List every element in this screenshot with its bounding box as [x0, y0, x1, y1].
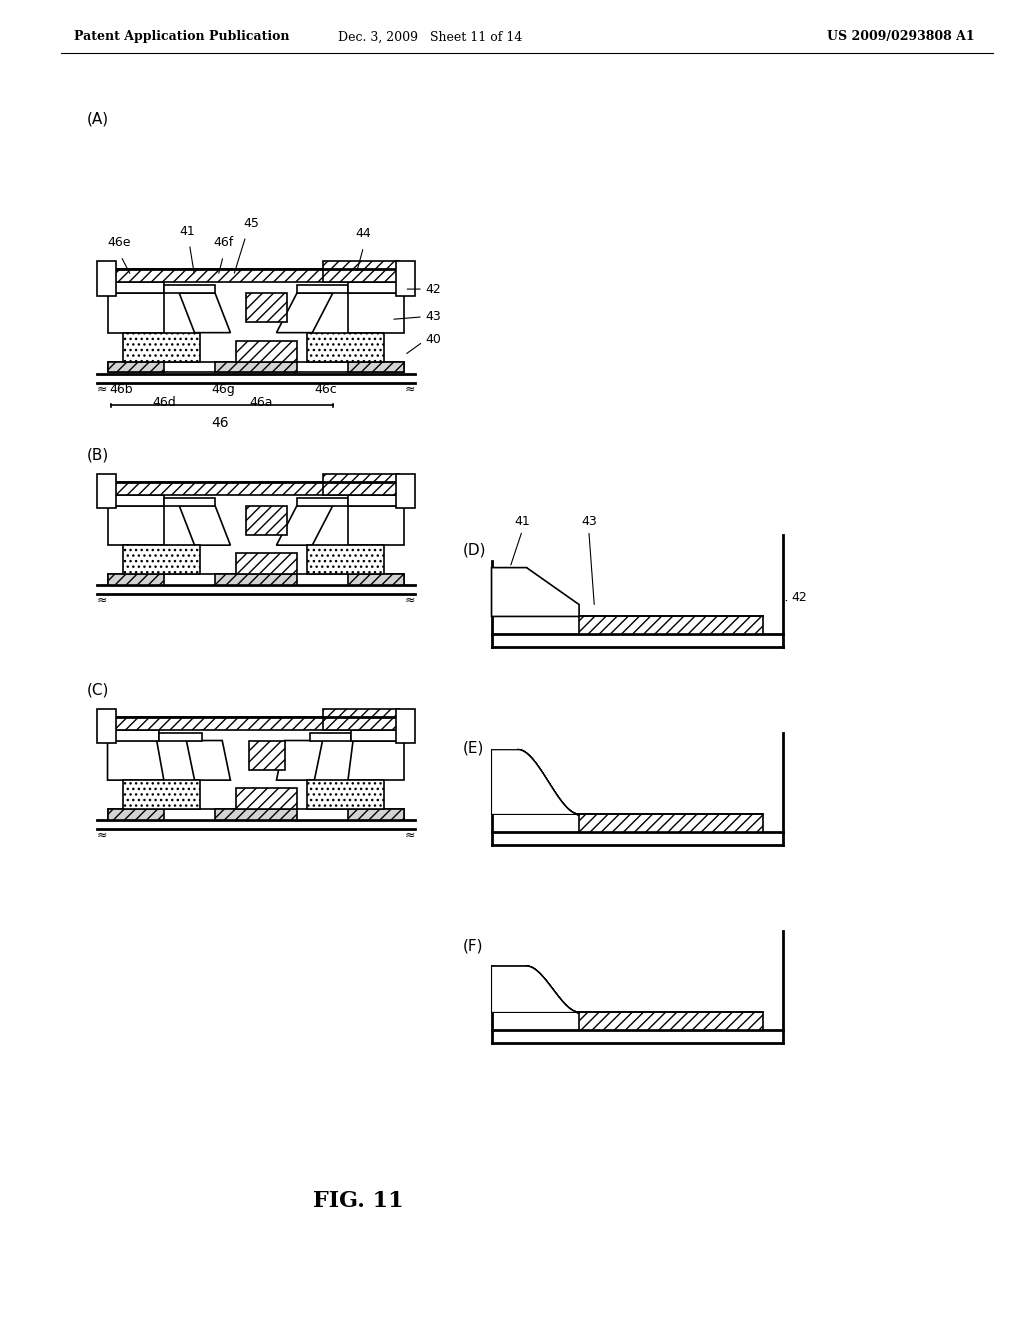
Bar [108, 809, 404, 820]
Polygon shape [348, 506, 404, 545]
Polygon shape [492, 750, 580, 814]
Text: 41: 41 [179, 224, 196, 238]
Text: 46c: 46c [314, 383, 337, 396]
Text: (A): (A) [87, 111, 110, 127]
Text: 46f: 46f [213, 236, 233, 249]
Polygon shape [108, 506, 164, 545]
Text: 40: 40 [425, 333, 441, 346]
Text: 46e: 46e [108, 236, 131, 249]
Text: (E): (E) [463, 741, 484, 756]
Bar [108, 809, 164, 820]
Bar [348, 495, 404, 506]
Polygon shape [348, 741, 404, 780]
Text: Patent Application Publication: Patent Application Publication [74, 30, 289, 44]
Bar [215, 362, 297, 372]
Text: 46b: 46b [109, 383, 133, 396]
Bar [215, 809, 297, 820]
Text: US 2009/0293808 A1: US 2009/0293808 A1 [827, 30, 975, 44]
Bar [323, 709, 399, 730]
Polygon shape [108, 741, 164, 780]
Text: ≈: ≈ [97, 829, 108, 842]
Text: 43: 43 [425, 310, 440, 323]
Bar [307, 780, 384, 809]
Bar [108, 730, 159, 741]
Text: Dec. 3, 2009   Sheet 11 of 14: Dec. 3, 2009 Sheet 11 of 14 [338, 30, 522, 44]
Polygon shape [186, 741, 230, 780]
Polygon shape [179, 506, 230, 545]
Bar [310, 733, 351, 741]
Bar [123, 333, 200, 362]
Text: ≈: ≈ [97, 594, 108, 607]
Bar [249, 741, 285, 770]
Polygon shape [108, 293, 164, 333]
Bar [97, 474, 116, 508]
Bar [348, 282, 404, 293]
Text: 46g: 46g [211, 383, 236, 396]
Bar [348, 574, 404, 585]
Bar [215, 574, 297, 585]
Bar [97, 261, 116, 296]
Text: 46: 46 [211, 416, 229, 430]
Text: (F): (F) [463, 939, 483, 954]
Bar [102, 269, 410, 282]
Bar [164, 285, 215, 293]
Polygon shape [179, 293, 230, 333]
Bar [108, 574, 404, 585]
Bar [236, 341, 297, 362]
Text: ≈: ≈ [404, 594, 415, 607]
Text: ≈: ≈ [404, 383, 415, 396]
Bar [580, 1012, 763, 1030]
Bar [236, 788, 297, 809]
Bar [108, 495, 164, 506]
Bar [307, 333, 384, 362]
Bar [246, 506, 287, 535]
Bar [396, 709, 415, 743]
Bar [123, 545, 200, 574]
Bar [396, 474, 415, 508]
Polygon shape [276, 741, 323, 780]
Text: 46d: 46d [152, 396, 176, 409]
Bar [236, 553, 297, 574]
Bar [396, 261, 415, 296]
Polygon shape [276, 506, 333, 545]
Text: (C): (C) [87, 682, 110, 698]
Text: 45: 45 [243, 216, 259, 230]
Text: 42: 42 [792, 590, 807, 603]
Bar [108, 282, 164, 293]
Text: (D): (D) [463, 543, 486, 558]
Bar [348, 809, 404, 820]
Bar [297, 498, 348, 506]
Bar [97, 709, 116, 743]
Text: 42: 42 [425, 282, 440, 296]
Bar [348, 362, 404, 372]
Bar [580, 814, 763, 832]
Bar [297, 285, 348, 293]
Text: FIG. 11: FIG. 11 [313, 1191, 403, 1212]
Bar [159, 733, 202, 741]
Text: ≈: ≈ [97, 383, 108, 396]
Text: 44: 44 [355, 227, 372, 240]
Bar [580, 616, 763, 634]
Bar [246, 293, 287, 322]
Bar [102, 717, 410, 730]
Bar [108, 574, 164, 585]
Text: 41: 41 [514, 515, 530, 528]
Bar [323, 474, 399, 495]
Text: ≈: ≈ [404, 829, 415, 842]
Bar [102, 482, 410, 495]
Bar [351, 730, 404, 741]
Bar [164, 498, 215, 506]
Polygon shape [348, 293, 404, 333]
Bar [108, 362, 164, 372]
Bar [123, 780, 200, 809]
Polygon shape [492, 568, 580, 616]
Polygon shape [276, 293, 333, 333]
Polygon shape [492, 966, 580, 1012]
Text: 43: 43 [581, 515, 597, 528]
Text: (B): (B) [87, 447, 110, 463]
Bar [307, 545, 384, 574]
Text: 46a: 46a [250, 396, 272, 409]
Bar [108, 362, 404, 372]
Bar [323, 261, 399, 282]
